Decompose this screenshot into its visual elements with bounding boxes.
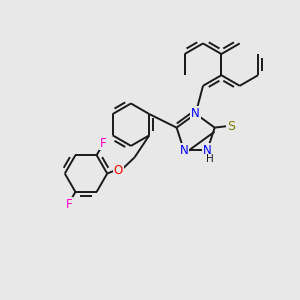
Text: N: N [191,107,200,120]
Text: H: H [206,154,214,164]
Text: S: S [227,120,235,133]
Text: O: O [114,164,123,177]
Text: N: N [179,143,188,157]
Text: F: F [65,198,72,211]
Text: N: N [203,143,212,157]
Text: F: F [100,137,106,150]
